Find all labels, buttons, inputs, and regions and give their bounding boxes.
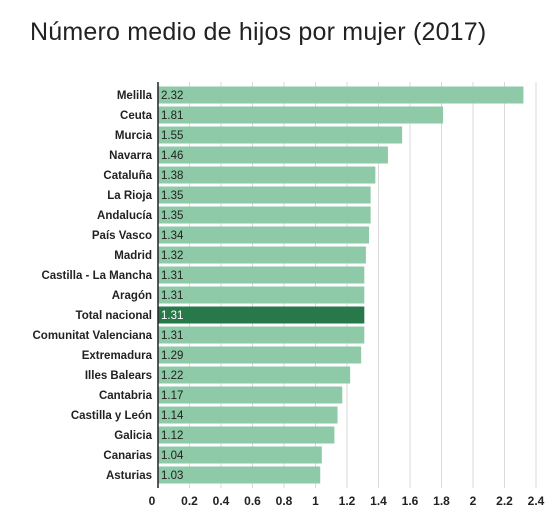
bar-murcia: [158, 126, 403, 144]
value-label-ceuta: 1.81: [161, 110, 183, 122]
x-tick-label-1-4: 1.4: [370, 494, 387, 508]
category-label-canarias: Canarias: [103, 450, 152, 462]
category-label-asturias: Asturias: [106, 470, 152, 482]
x-tick-label-1-2: 1.2: [339, 494, 356, 508]
value-label-total-nacional: 1.31: [161, 310, 183, 322]
category-labels: Melilla Ceuta Murcia Navarra Cataluña La Rioj…: [32, 90, 152, 482]
category-label-cantabria: Cantabria: [99, 390, 153, 402]
bar-melilla: [158, 86, 524, 104]
x-tick-label-1-6: 1.6: [402, 494, 419, 508]
bar-pais-vasco: [158, 226, 370, 244]
value-label-cataluna: 1.38: [161, 170, 183, 182]
x-tick-label-0-4: 0.4: [213, 494, 230, 508]
bar-comunitat-valenciana: [158, 326, 365, 344]
category-label-illes-balears: Illes Balears: [85, 370, 152, 382]
category-label-total-nacional: Total nacional: [76, 310, 152, 322]
value-label-andalucia: 1.35: [161, 210, 183, 222]
value-label-asturias: 1.03: [161, 470, 183, 482]
bar-la-rioja: [158, 186, 371, 204]
value-label-melilla: 2.32: [161, 90, 183, 102]
bar-illes-balears: [158, 366, 351, 384]
x-tick-label-0-2: 0.2: [181, 494, 198, 508]
bar-ceuta: [158, 106, 444, 124]
bar-canarias: [158, 446, 322, 464]
value-labels: 2.32 1.81 1.55 1.46 1.38 1.35 1.35 1.34 1.32 1.31…: [161, 90, 184, 482]
category-label-madrid: Madrid: [114, 250, 152, 262]
bar-madrid: [158, 246, 366, 264]
bar-andalucia: [158, 206, 371, 224]
value-label-navarra: 1.46: [161, 150, 183, 162]
x-tick-label-2-2: 2.2: [496, 494, 513, 508]
x-tick-labels: 0 0.2 0.4 0.6 0.8 1 1.2 1.4 1.6 1.8 2 2.2 2.4: [149, 494, 545, 508]
category-label-aragon: Aragón: [112, 290, 152, 302]
bar-castilla-la-mancha: [158, 266, 365, 284]
value-label-comunitat-valenciana: 1.31: [161, 330, 183, 342]
category-label-extremadura: Extremadura: [82, 350, 153, 362]
x-tick-label-1: 1: [312, 494, 319, 508]
category-label-melilla: Melilla: [117, 90, 153, 102]
category-label-comunitat-valenciana: Comunitat Valenciana: [32, 330, 152, 342]
category-label-ceuta: Ceuta: [120, 110, 153, 122]
value-label-illes-balears: 1.22: [161, 370, 183, 382]
category-label-cataluna: Cataluña: [103, 170, 152, 182]
bar-cantabria: [158, 386, 343, 404]
bar-castilla-y-leon: [158, 406, 338, 424]
value-label-canarias: 1.04: [161, 450, 184, 462]
x-tick-label-2-4: 2.4: [528, 494, 545, 508]
x-tick-label-2: 2: [470, 494, 477, 508]
category-label-galicia: Galicia: [114, 430, 152, 442]
x-tick-label-0: 0: [149, 494, 156, 508]
value-label-aragon: 1.31: [161, 290, 183, 302]
bar-galicia: [158, 426, 335, 444]
chart-title: Número medio de hijos por mujer (2017): [30, 18, 487, 46]
category-label-castilla-y-leon: Castilla y León: [71, 410, 152, 422]
x-tick-label-0-8: 0.8: [276, 494, 293, 508]
x-tick-label-1-8: 1.8: [433, 494, 450, 508]
bar-extremadura: [158, 346, 362, 364]
bar-cataluna: [158, 166, 376, 184]
value-label-extremadura: 1.29: [161, 350, 183, 362]
value-label-galicia: 1.12: [161, 430, 183, 442]
value-label-madrid: 1.32: [161, 250, 183, 262]
bar-total-nacional: [158, 306, 365, 324]
category-label-navarra: Navarra: [109, 150, 152, 162]
x-tick-label-0-6: 0.6: [244, 494, 261, 508]
category-label-andalucia: Andalucía: [97, 210, 153, 222]
category-label-pais-vasco: País Vasco: [92, 230, 152, 242]
bar-asturias: [158, 466, 321, 484]
value-label-murcia: 1.55: [161, 130, 183, 142]
category-label-murcia: Murcia: [115, 130, 153, 142]
category-label-castilla-la-mancha: Castilla - La Mancha: [41, 270, 152, 282]
value-label-cantabria: 1.17: [161, 390, 183, 402]
value-label-castilla-la-mancha: 1.31: [161, 270, 183, 282]
value-label-la-rioja: 1.35: [161, 190, 183, 202]
bar-aragon: [158, 286, 365, 304]
bar-navarra: [158, 146, 388, 164]
value-label-castilla-y-leon: 1.14: [161, 410, 184, 422]
value-label-pais-vasco: 1.34: [161, 230, 184, 242]
category-label-la-rioja: La Rioja: [107, 190, 152, 202]
bars: [158, 86, 524, 484]
